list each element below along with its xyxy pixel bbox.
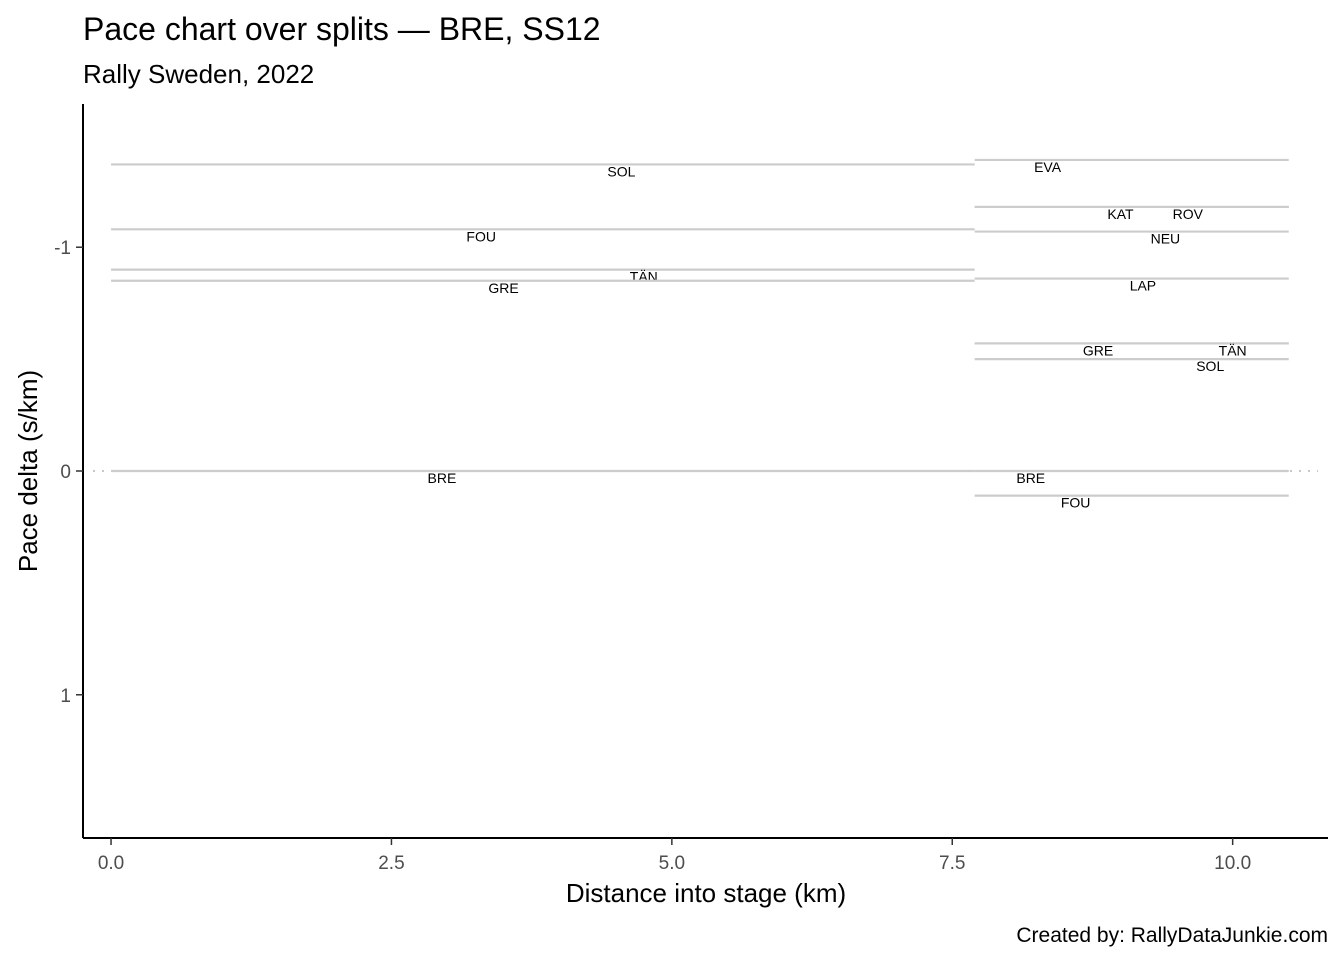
- pace-label-fou: FOU: [466, 228, 496, 244]
- pace-label-gre: GRE: [488, 280, 518, 296]
- y-axis-label: Pace delta (s/km): [13, 370, 43, 572]
- x-tick-label: 7.5: [939, 853, 965, 874]
- x-tick-label: 0.0: [98, 853, 124, 874]
- x-axis-ticks: 0.0 2.5 5.0 7.5 10.0: [98, 838, 1251, 874]
- pace-label-bre: BRE: [1016, 470, 1045, 486]
- pace-label-rov: ROV: [1173, 206, 1204, 222]
- pace-label-tän: TÄN: [1219, 342, 1247, 358]
- pace-label-sol: SOL: [607, 163, 635, 179]
- pace-label-neu: NEU: [1151, 231, 1181, 247]
- y-tick-label: 0: [60, 462, 71, 483]
- pace-label-lap: LAP: [1130, 278, 1156, 294]
- x-axis-label: Distance into stage (km): [566, 878, 846, 908]
- y-axis-ticks: -1 0 1: [54, 238, 83, 707]
- pace-label-gre: GRE: [1083, 342, 1113, 358]
- pace-label-bre: BRE: [428, 470, 457, 486]
- y-tick-label: -1: [54, 238, 71, 259]
- x-tick-label: 5.0: [659, 853, 685, 874]
- chart-subtitle: Rally Sweden, 2022: [83, 59, 314, 89]
- pace-label-fou: FOU: [1061, 495, 1091, 511]
- chart-title: Pace chart over splits — BRE, SS12: [83, 11, 601, 47]
- pace-label-sol: SOL: [1196, 358, 1224, 374]
- chart-caption: Created by: RallyDataJunkie.com: [1016, 924, 1328, 947]
- pace-label-tän: TÄN: [630, 269, 658, 285]
- x-tick-label: 2.5: [378, 853, 404, 874]
- x-tick-label: 10.0: [1214, 853, 1251, 874]
- pace-label-kat: KAT: [1107, 206, 1134, 222]
- y-tick-label: 1: [60, 686, 71, 707]
- pace-label-eva: EVA: [1034, 159, 1062, 175]
